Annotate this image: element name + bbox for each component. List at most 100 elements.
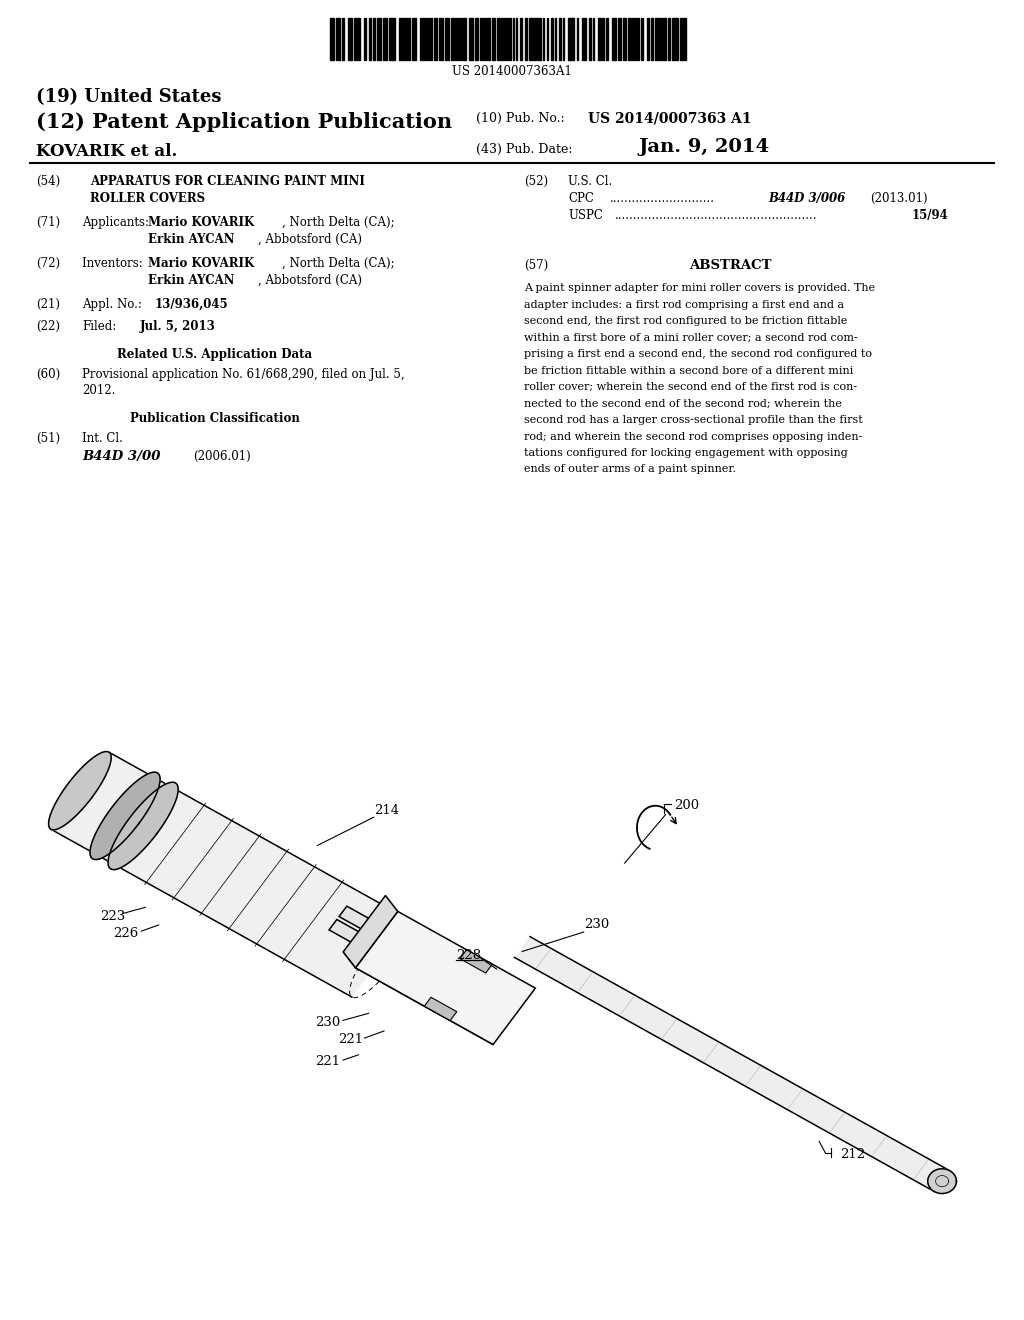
Text: (57): (57) — [524, 259, 548, 272]
Text: (51): (51) — [36, 432, 60, 445]
Bar — [412, 18, 416, 59]
Bar — [602, 18, 603, 59]
Bar — [383, 18, 387, 59]
Bar — [589, 18, 591, 59]
Text: Erkin AYCAN: Erkin AYCAN — [148, 275, 234, 286]
Polygon shape — [51, 752, 410, 997]
Bar — [618, 18, 621, 59]
Text: nected to the second end of the second rod; wherein the: nected to the second end of the second r… — [524, 399, 842, 408]
Bar — [408, 18, 410, 59]
Text: US 20140007363A1: US 20140007363A1 — [452, 65, 572, 78]
Bar — [487, 18, 489, 59]
Text: (22): (22) — [36, 319, 60, 333]
Bar — [336, 18, 340, 59]
Bar — [501, 18, 503, 59]
Text: (2006.01): (2006.01) — [193, 450, 251, 463]
Text: ROLLER COVERS: ROLLER COVERS — [90, 191, 205, 205]
Text: KOVARIK et al.: KOVARIK et al. — [36, 143, 177, 160]
Text: (2013.01): (2013.01) — [870, 191, 928, 205]
Bar — [551, 18, 553, 59]
Text: ends of outer arms of a paint spinner.: ends of outer arms of a paint spinner. — [524, 465, 736, 474]
Text: adapter includes: a first rod comprising a first end and a: adapter includes: a first rod comprising… — [524, 300, 844, 309]
Text: second rod has a larger cross-sectional profile than the first: second rod has a larger cross-sectional … — [524, 414, 863, 425]
Text: be friction fittable within a second bore of a different mini: be friction fittable within a second bor… — [524, 366, 853, 375]
Text: , North Delta (CA);: , North Delta (CA); — [282, 216, 394, 228]
Bar — [430, 18, 431, 59]
Bar — [524, 18, 527, 59]
Bar — [528, 18, 532, 59]
Bar — [593, 18, 594, 59]
Text: 221: 221 — [315, 1056, 341, 1068]
Text: (21): (21) — [36, 298, 60, 312]
Bar — [547, 18, 548, 59]
Polygon shape — [343, 952, 494, 1044]
Text: (72): (72) — [36, 257, 60, 271]
Text: rod; and wherein the second rod comprises opposing inden-: rod; and wherein the second rod comprise… — [524, 432, 862, 441]
Bar — [680, 18, 683, 59]
Polygon shape — [355, 911, 536, 1044]
Bar — [434, 18, 436, 59]
Text: (43) Pub. Date:: (43) Pub. Date: — [476, 143, 572, 156]
Bar — [637, 18, 639, 59]
Bar — [459, 18, 461, 59]
Text: 15/94: 15/94 — [912, 209, 949, 222]
Bar — [469, 18, 472, 59]
Text: Related U.S. Application Data: Related U.S. Application Data — [118, 348, 312, 360]
Bar — [354, 18, 355, 59]
Bar — [650, 18, 653, 59]
Text: 228: 228 — [457, 949, 481, 962]
Text: ............................: ............................ — [610, 191, 715, 205]
Bar — [623, 18, 626, 59]
Bar — [628, 18, 630, 59]
Text: within a first bore of a mini roller cover; a second rod com-: within a first bore of a mini roller cov… — [524, 333, 858, 342]
Text: prising a first end a second end, the second rod configured to: prising a first end a second end, the se… — [524, 348, 872, 359]
Bar — [462, 18, 466, 59]
Text: (10) Pub. No.:: (10) Pub. No.: — [476, 112, 564, 125]
Text: 214: 214 — [374, 804, 399, 817]
Text: 226: 226 — [113, 927, 138, 940]
Bar — [515, 18, 517, 59]
Bar — [398, 18, 402, 59]
Bar — [404, 18, 407, 59]
Text: Applicants:: Applicants: — [82, 216, 150, 228]
Bar — [357, 18, 359, 59]
Bar — [662, 18, 666, 59]
Text: Int. Cl.: Int. Cl. — [82, 432, 123, 445]
Bar — [534, 18, 536, 59]
Bar — [606, 18, 607, 59]
Text: Jul. 5, 2013: Jul. 5, 2013 — [140, 319, 216, 333]
Text: 212: 212 — [840, 1148, 865, 1162]
Text: B44D 3/006: B44D 3/006 — [768, 191, 845, 205]
Text: Erkin AYCAN: Erkin AYCAN — [148, 234, 234, 246]
Text: USPC: USPC — [568, 209, 603, 222]
Bar — [451, 18, 454, 59]
Text: 230: 230 — [584, 919, 609, 932]
Text: Filed:: Filed: — [82, 319, 117, 333]
Text: ABSTRACT: ABSTRACT — [689, 259, 771, 272]
Bar — [668, 18, 670, 59]
Text: Mario KOVARIK: Mario KOVARIK — [148, 216, 254, 228]
Text: APPARATUS FOR CLEANING PAINT MINI: APPARATUS FOR CLEANING PAINT MINI — [90, 176, 365, 187]
Text: Jan. 9, 2014: Jan. 9, 2014 — [638, 139, 769, 156]
Bar — [537, 18, 541, 59]
Bar — [497, 18, 500, 59]
Polygon shape — [329, 920, 376, 952]
Text: (12) Patent Application Publication: (12) Patent Application Publication — [36, 112, 453, 132]
Bar — [577, 18, 578, 59]
Bar — [543, 18, 544, 59]
Text: 223: 223 — [100, 909, 126, 923]
Polygon shape — [928, 1168, 956, 1193]
Bar — [480, 18, 481, 59]
Text: 221: 221 — [338, 1034, 364, 1047]
Bar — [388, 18, 394, 59]
Bar — [562, 18, 564, 59]
Bar — [377, 18, 381, 59]
Text: Appl. No.:: Appl. No.: — [82, 298, 145, 312]
Bar — [347, 18, 351, 59]
Text: 230: 230 — [315, 1015, 341, 1028]
Bar — [444, 18, 449, 59]
Bar — [483, 18, 485, 59]
Text: Mario KOVARIK: Mario KOVARIK — [148, 257, 254, 271]
Bar — [654, 18, 660, 59]
Text: tations configured for locking engagement with opposing: tations configured for locking engagemen… — [524, 447, 848, 458]
